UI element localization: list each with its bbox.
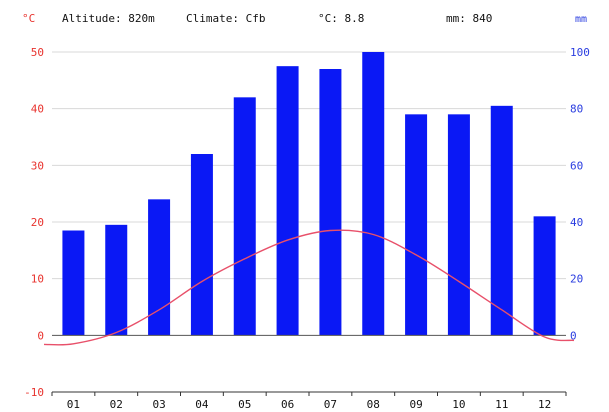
temperature-line-group [43, 229, 575, 346]
precipitation-bar [62, 230, 85, 336]
header-temperature: °C: 8.8 [318, 12, 364, 25]
precipitation-bar [362, 52, 385, 336]
x-axis [51, 391, 567, 396]
left-axis-unit: °C [22, 12, 35, 25]
right-tick-label: 80 [570, 103, 583, 116]
right-tick-label: 100 [570, 46, 590, 59]
precipitation-bars [62, 52, 556, 336]
left-tick-label: 40 [31, 103, 44, 116]
x-tick-label: 10 [452, 398, 465, 411]
left-tick-label: 10 [31, 273, 44, 286]
header-precipitation: mm: 840 [446, 12, 492, 25]
x-tick-label: 12 [538, 398, 551, 411]
left-tick-label: 50 [31, 46, 44, 59]
x-tick-label: 01 [67, 398, 80, 411]
right-axis-unit: mm [575, 14, 587, 25]
right-tick-label: 60 [570, 159, 583, 172]
left-tick-label: -10 [24, 386, 44, 399]
precipitation-bar [105, 224, 128, 336]
x-tick-label: 05 [238, 398, 251, 411]
precipitation-bar [490, 105, 513, 336]
precipitation-bar [447, 114, 470, 336]
x-tick-label: 02 [110, 398, 123, 411]
temperature-line [43, 229, 575, 346]
left-axis-ticks: -10 0 10 20 30 40 50 [24, 46, 44, 399]
precipitation-bar [190, 154, 213, 336]
right-tick-label: 40 [570, 216, 583, 229]
left-tick-label: 20 [31, 216, 44, 229]
header-altitude: Altitude: 820m [62, 12, 155, 25]
gridlines [52, 51, 566, 393]
precipitation-bar [276, 66, 299, 336]
left-tick-label: 30 [31, 159, 44, 172]
x-tick-label: 11 [495, 398, 508, 411]
right-tick-label: 0 [570, 329, 577, 342]
precipitation-bar [533, 216, 556, 336]
x-tick-label: 06 [281, 398, 294, 411]
x-axis-labels: 01 02 03 04 05 06 07 08 09 10 11 12 [67, 398, 551, 411]
x-tick-label: 08 [367, 398, 380, 411]
x-tick-label: 03 [152, 398, 165, 411]
x-tick-label: 07 [324, 398, 337, 411]
right-tick-label: 20 [570, 273, 583, 286]
right-axis-ticks: 0 20 40 60 80 100 [570, 46, 590, 342]
x-tick-label: 09 [409, 398, 422, 411]
header-climate: Climate: Cfb [186, 12, 265, 25]
precipitation-bar [148, 199, 171, 336]
precipitation-bar [405, 114, 428, 336]
x-tick-label: 04 [195, 398, 209, 411]
precipitation-bar [233, 97, 256, 336]
left-tick-label: 0 [37, 329, 44, 342]
precipitation-bar [319, 69, 342, 336]
